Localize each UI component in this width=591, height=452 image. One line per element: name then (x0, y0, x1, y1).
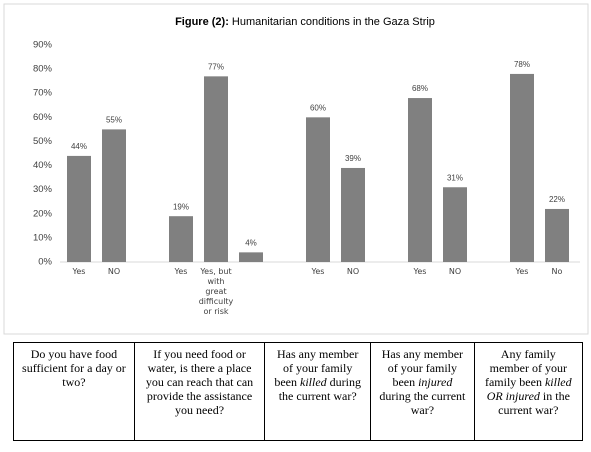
value-label: 55% (106, 115, 122, 124)
y-tick-label: 30% (33, 184, 53, 195)
y-tick-label: 80% (33, 64, 53, 75)
cell-text: Has any member of your family been (274, 347, 359, 389)
cell-text: killed OR injured (486, 375, 572, 403)
value-label: 44% (71, 142, 87, 151)
table-cell: Any family member of your family been ki… (473, 342, 584, 441)
bar (239, 252, 263, 262)
x-label-box: Yes (515, 267, 529, 276)
cell-text: Do you have food sufficient for a day or… (22, 347, 126, 389)
bar (204, 76, 228, 262)
y-tick-label: 90% (33, 40, 53, 51)
x-label-box: Yes, but with great difficulty or risk (198, 267, 234, 316)
x-tick-label: NO (448, 267, 462, 276)
y-tick-label: 40% (33, 160, 53, 171)
x-label-box: No (551, 267, 563, 276)
x-tick-label: Yes, but with great difficulty or risk (198, 267, 234, 316)
chart-border (3, 3, 589, 335)
table-cell: Has any member of your family been kille… (264, 342, 372, 441)
value-label: 19% (173, 202, 189, 211)
cell-text: in the current war? (498, 389, 570, 417)
bar (510, 73, 534, 262)
title-text: Humanitarian conditions in the Gaza Stri… (232, 16, 435, 28)
value-label: 22% (549, 195, 565, 204)
cell-text: during the current war? (278, 375, 361, 403)
value-label: 31% (447, 173, 463, 182)
bar (102, 129, 126, 262)
y-tick-label: 70% (33, 88, 53, 99)
bar (306, 117, 330, 262)
x-tick-label: Yes (311, 267, 325, 276)
cell-text: If you need food or water, is there a pl… (145, 347, 254, 417)
y-tick-label: 60% (33, 112, 53, 123)
x-label-box: NO (448, 267, 462, 276)
chart-title: Figure (2): Humanitarian conditions in t… (175, 16, 435, 28)
cell-text: killed (300, 375, 327, 389)
chart: Figure (2): Humanitarian conditions in t… (3, 3, 589, 335)
x-tick-label: NO (346, 267, 360, 276)
x-label-box: Yes (413, 267, 427, 276)
bar (341, 167, 365, 262)
value-label: 68% (412, 84, 428, 93)
cell-text: Has any member of your family been (381, 347, 464, 389)
table-row: Do you have food sufficient for a day or… (13, 342, 584, 441)
x-tick-label: Yes (72, 267, 86, 276)
table-cell: Has any member of your family been injur… (370, 342, 475, 441)
x-label-box: Yes (72, 267, 86, 276)
y-tick-label: 50% (33, 136, 53, 147)
x-tick-label: Yes (515, 267, 529, 276)
bar (545, 208, 569, 262)
cell-text: injured (418, 375, 453, 389)
value-label: 77% (208, 62, 224, 71)
value-label: 60% (310, 103, 326, 112)
value-label: 4% (245, 238, 257, 247)
title-prefix: Figure (2): (175, 16, 229, 28)
y-tick-label: 20% (33, 208, 53, 219)
bar (443, 187, 467, 262)
x-tick-label: NO (107, 267, 121, 276)
table-cell: Do you have food sufficient for a day or… (13, 342, 135, 441)
y-tick-label: 0% (38, 257, 52, 268)
bar (67, 155, 91, 262)
value-label: 78% (514, 60, 530, 69)
x-tick-label: Yes (413, 267, 427, 276)
x-tick-label: No (551, 267, 563, 276)
cell-text: Any family member of your family been (484, 347, 567, 389)
question-table: Do you have food sufficient for a day or… (13, 342, 584, 441)
table-cell: If you need food or water, is there a pl… (133, 342, 266, 441)
x-label-box: NO (107, 267, 121, 276)
y-tick-label: 10% (33, 232, 53, 243)
bar (169, 216, 193, 262)
x-label-box: Yes (311, 267, 325, 276)
bar (408, 98, 432, 263)
cell-text: during the current war? (379, 389, 466, 417)
x-tick-label: Yes (174, 267, 188, 276)
value-label: 39% (345, 154, 361, 163)
x-label-box: Yes (174, 267, 188, 276)
x-label-box: NO (346, 267, 360, 276)
